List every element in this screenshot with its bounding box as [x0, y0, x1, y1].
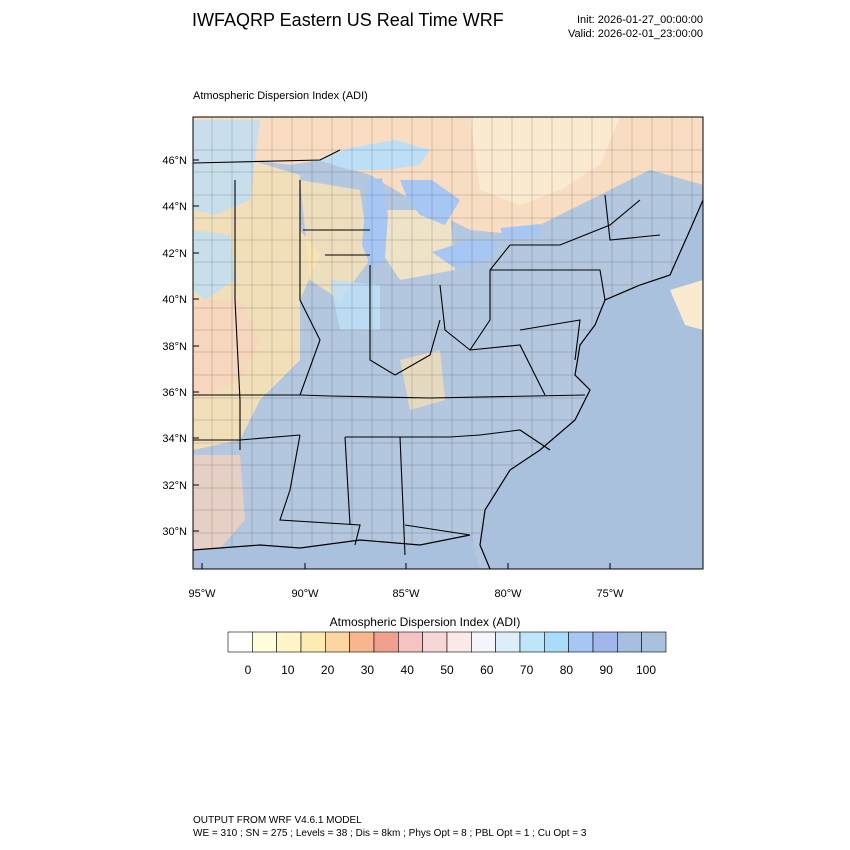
colorbar-labels: 0 10 20 30 40 50 60 70 80 90 100 — [245, 663, 657, 677]
lat-label-32: 32°N — [162, 480, 187, 492]
lon-label-75: 75°W — [596, 588, 624, 600]
colorbar-box — [252, 631, 277, 653]
panel-title: Atmospheric Dispersion Index (ADI) — [193, 90, 368, 102]
colorbar-tick-label: 30 — [361, 663, 375, 677]
colorbar-box — [495, 631, 521, 653]
colorbar-tick-label: 40 — [401, 663, 415, 677]
michigan-warm-zone — [380, 210, 455, 280]
lon-label-95: 95°W — [188, 588, 216, 600]
west-blue-zone — [193, 230, 235, 300]
colorbar-box — [227, 631, 253, 653]
colorbar-box — [300, 631, 326, 653]
lat-label-36: 36°N — [162, 387, 187, 399]
lon-ticks — [201, 563, 611, 569]
colorbar-tick-label: 70 — [520, 663, 534, 677]
plot-title: IWFAQRP Eastern US Real Time WRF — [192, 10, 504, 30]
colorbar-tick-label: 10 — [281, 663, 295, 677]
lat-label-34: 34°N — [162, 433, 187, 445]
lake-erie — [432, 240, 498, 268]
map-field — [193, 117, 703, 569]
model-info-line2: WE = 310 ; SN = 275 ; Levels = 38 ; Dis … — [193, 828, 587, 839]
model-info-line1: OUTPUT FROM WRF V4.6.1 MODEL — [193, 815, 362, 826]
colorbar-box — [568, 631, 594, 653]
colorbar-box — [325, 631, 350, 653]
nova-scotia — [670, 280, 703, 330]
lat-label-42: 42°N — [162, 248, 187, 260]
northwest-blue-zone — [193, 120, 260, 215]
colorbar-tick-label: 80 — [560, 663, 574, 677]
appalachian-warm-zone — [400, 350, 445, 410]
state-boundaries — [193, 149, 661, 556]
colorbar-box — [592, 631, 618, 653]
valid-time: Valid: 2026-02-01_23:00:00 — [568, 28, 703, 40]
colorbar-tick-label: 60 — [480, 663, 494, 677]
colorbar-box — [471, 631, 496, 653]
colorbar-box — [641, 631, 667, 653]
lat-label-38: 38°N — [162, 341, 187, 353]
init-time: Init: 2026-01-27_00:00:00 — [577, 14, 703, 26]
lat-label-46: 46°N — [162, 155, 187, 167]
gulf-of-mexico — [193, 535, 480, 569]
colorbar-title: Atmospheric Dispersion Index (ADI) — [329, 615, 521, 629]
colorbar-tick-label: 0 — [245, 663, 252, 677]
colorbar — [227, 631, 667, 653]
colorbar-tick-label: 100 — [636, 663, 656, 677]
lake-huron — [400, 180, 460, 225]
illinois-blue-zone — [330, 280, 380, 330]
lon-label-85: 85°W — [392, 588, 420, 600]
lat-label-40: 40°N — [162, 294, 187, 306]
lake-michigan — [362, 178, 388, 270]
colorbar-tick-label: 90 — [600, 663, 614, 677]
atlantic-coastline — [479, 199, 703, 569]
lake-ontario — [500, 224, 540, 240]
gulf-coastline — [193, 534, 471, 551]
atlantic-ocean — [480, 200, 703, 569]
colorbar-box — [373, 631, 399, 653]
colorbar-box — [422, 631, 448, 653]
colorbar-tick-label: 50 — [440, 663, 454, 677]
lat-label-30: 30°N — [162, 526, 187, 538]
colorbar-box — [276, 631, 302, 653]
lon-label-90: 90°W — [291, 588, 319, 600]
colorbar-tick-label: 20 — [321, 663, 335, 677]
colorbar-box — [617, 631, 642, 653]
lat-ticks — [193, 159, 199, 532]
colorbar-box — [398, 631, 423, 653]
colorbar-box — [446, 631, 472, 653]
lat-label-44: 44°N — [162, 201, 187, 213]
map-frame — [192, 116, 704, 570]
colorbar-box — [544, 631, 569, 653]
lon-label-80: 80°W — [494, 588, 522, 600]
canada-light-area — [470, 117, 620, 205]
lake-superior — [318, 140, 430, 170]
colorbar-box — [349, 631, 375, 653]
colorbar-box — [519, 631, 545, 653]
